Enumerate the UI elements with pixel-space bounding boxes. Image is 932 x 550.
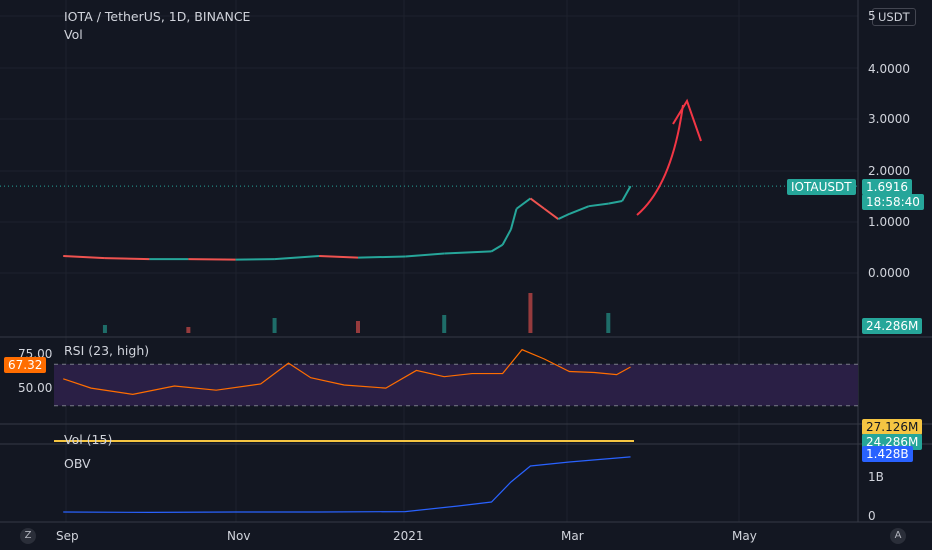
obv-value-tag: 1.428B <box>862 446 913 462</box>
price-segment <box>501 228 512 246</box>
price-segment <box>274 255 320 261</box>
price-segment <box>235 258 275 261</box>
volume-ma-legend: Vol (15) <box>64 432 113 447</box>
price-segment <box>515 197 532 210</box>
price-segment <box>621 185 632 202</box>
last-price-tag: 1.6916 <box>862 179 912 195</box>
volume-bar <box>186 327 191 333</box>
volume-bar <box>442 315 447 333</box>
volume-bar <box>272 318 277 333</box>
countdown-tag: 18:58:40 <box>862 194 924 210</box>
rsi-value-tag: 67.32 <box>4 357 47 373</box>
time-axis-label: 2021 <box>393 529 424 543</box>
price-segment <box>444 250 492 255</box>
price-segment <box>608 200 623 205</box>
rsi-legend: RSI (23, high) <box>64 343 150 358</box>
auto-scale-button[interactable]: A <box>890 528 906 544</box>
zoom-button[interactable]: Z <box>20 528 36 544</box>
price-segment <box>104 257 150 261</box>
price-axis-label: 2.0000 <box>868 164 910 178</box>
price-segment <box>543 207 559 220</box>
price-axis-label: 4.0000 <box>868 62 910 76</box>
volume-bar <box>528 293 533 333</box>
price-axis-label: 0.0000 <box>868 266 910 280</box>
obv-line <box>63 456 631 514</box>
price-segment <box>357 255 406 259</box>
price-axis-label: 3.0000 <box>868 112 910 126</box>
rsi-band <box>54 364 858 406</box>
time-axis-label: Sep <box>56 529 79 543</box>
volume-bar <box>356 321 361 333</box>
price-segment <box>188 258 236 261</box>
volume-value-tag: 24.286M <box>862 318 923 334</box>
price-segment <box>529 197 545 210</box>
price-segment <box>588 202 609 208</box>
price-segment <box>63 255 105 260</box>
chart-title: IOTA / TetherUS, 1D, BINANCE <box>64 9 251 24</box>
price-axis-label: 5 <box>868 9 876 23</box>
obv-axis-label: 1B <box>868 470 884 484</box>
drawn-arrow-head <box>672 98 702 142</box>
currency-button[interactable]: USDT <box>872 8 916 26</box>
price-segment <box>509 208 518 230</box>
obv-axis-label: 0 <box>868 509 876 523</box>
price-axis-label: 1.0000 <box>868 215 910 229</box>
rsi-line <box>63 348 631 395</box>
volume-bar <box>102 325 107 333</box>
volume-ma-tag: 27.126M <box>862 419 923 435</box>
price-segment <box>319 255 359 259</box>
price-segment <box>557 212 570 220</box>
volume-bar <box>606 313 611 333</box>
price-segment <box>490 243 504 253</box>
rsi-axis-label: 50.00 <box>18 381 53 395</box>
time-axis-label: May <box>732 529 757 543</box>
price-segment <box>405 252 445 258</box>
time-axis-label: Nov <box>227 529 251 543</box>
symbol-tag: IOTAUSDT <box>787 179 856 195</box>
drawn-arrow <box>636 104 684 216</box>
time-axis-label: Mar <box>561 529 584 543</box>
volume-legend: Vol <box>64 27 83 42</box>
obv-legend: OBV <box>64 456 91 471</box>
price-segment <box>568 205 590 215</box>
